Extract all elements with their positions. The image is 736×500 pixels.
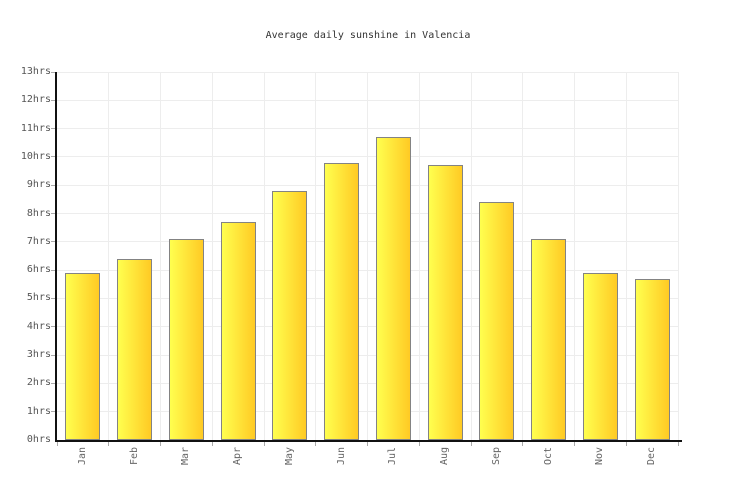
x-axis-label: Jan <box>76 446 88 466</box>
x-axis-label: Sep <box>490 446 502 466</box>
x-axis-label: May <box>283 446 295 466</box>
x-axis-label: Oct <box>542 446 554 466</box>
y-axis-label: 13hrs <box>20 66 51 77</box>
vertical-gridline <box>263 72 265 440</box>
x-axis-label: Mar <box>180 446 192 466</box>
x-axis-tick <box>56 442 58 446</box>
x-axis-tick <box>367 442 368 446</box>
vertical-gridline <box>418 72 420 440</box>
x-axis-label: Jul <box>387 446 399 466</box>
y-axis-tick <box>51 71 55 73</box>
x-axis-tick <box>211 442 213 446</box>
bar <box>479 202 515 440</box>
y-axis-tick <box>51 99 55 101</box>
y-axis-tick <box>51 326 55 328</box>
y-axis-label: 0hrs <box>26 434 51 445</box>
bar <box>634 278 670 440</box>
x-axis-label: Aug <box>439 446 451 466</box>
y-axis-label: 2hrs <box>26 377 51 389</box>
x-axis-tick <box>522 442 524 446</box>
vertical-gridline <box>677 72 679 440</box>
vertical-gridline <box>470 72 472 440</box>
bar <box>65 272 101 440</box>
x-axis-label: Apr <box>232 446 244 466</box>
bar <box>427 165 463 440</box>
vertical-gridline <box>160 72 161 440</box>
x-axis-label: Dec <box>646 446 658 466</box>
bar <box>117 258 153 440</box>
x-axis-label: Jun <box>335 446 347 466</box>
x-axis-label: Feb <box>128 446 140 466</box>
x-axis-line <box>55 440 682 442</box>
x-axis-tick <box>160 442 161 446</box>
vertical-gridline <box>211 72 213 440</box>
x-axis-label: Nov <box>594 446 606 466</box>
bar <box>220 222 256 440</box>
bar <box>582 272 618 440</box>
bar <box>324 162 360 440</box>
chart-title: Average daily sunshine in Valencia <box>265 30 471 41</box>
y-axis-label: 7hrs <box>26 235 51 247</box>
y-axis-label: 10hrs <box>20 150 51 162</box>
y-axis-tick <box>51 241 55 243</box>
y-axis-label: 11hrs <box>20 122 51 134</box>
y-axis-tick <box>51 128 55 130</box>
bar <box>272 190 308 440</box>
bar <box>531 239 567 440</box>
y-axis-label: 4hrs <box>26 320 51 332</box>
y-axis-line <box>55 72 57 442</box>
y-axis-label: 3hrs <box>26 349 51 361</box>
y-axis-label: 5hrs <box>26 292 51 304</box>
x-axis-tick <box>625 442 627 446</box>
x-axis-tick <box>574 442 575 446</box>
vertical-gridline <box>522 72 524 440</box>
y-axis-label: 8hrs <box>26 207 51 219</box>
x-axis-tick <box>470 442 472 446</box>
bar <box>168 239 204 440</box>
vertical-gridline <box>574 72 575 440</box>
y-axis-tick <box>51 411 55 413</box>
y-axis-label: 9hrs <box>26 179 51 191</box>
y-axis-tick <box>51 213 55 215</box>
bar <box>375 137 411 440</box>
vertical-gridline <box>367 72 368 440</box>
y-axis-label: 1hrs <box>26 405 51 417</box>
vertical-gridline <box>315 72 317 440</box>
y-axis-label: 12hrs <box>20 94 51 106</box>
x-axis-tick <box>315 442 317 446</box>
y-axis-label: 6hrs <box>26 264 51 276</box>
vertical-gridline <box>625 72 627 440</box>
x-axis-tick <box>677 442 679 446</box>
y-axis-tick <box>51 382 55 384</box>
y-axis-tick <box>51 156 55 158</box>
x-axis-tick <box>263 442 265 446</box>
x-axis-tick <box>108 442 110 446</box>
vertical-gridline <box>108 72 110 440</box>
x-axis-tick <box>418 442 420 446</box>
y-axis-tick <box>51 354 55 356</box>
y-axis-tick <box>51 269 55 271</box>
y-axis-tick <box>51 297 55 299</box>
y-axis-tick <box>51 184 55 186</box>
